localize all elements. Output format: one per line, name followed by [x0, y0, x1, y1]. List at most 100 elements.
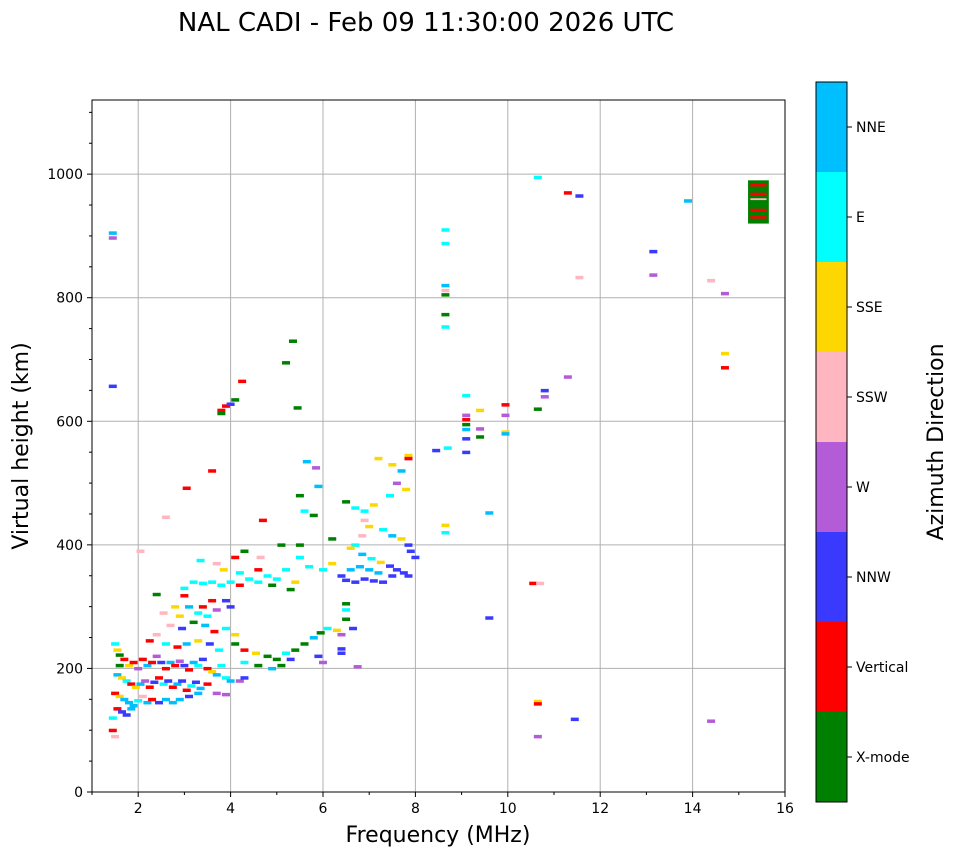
- echo-point: [649, 249, 658, 254]
- echo-point: [337, 574, 346, 578]
- echo-point: [441, 523, 450, 528]
- echo-point: [323, 626, 332, 631]
- echo-block: [750, 184, 767, 187]
- echo-point: [388, 534, 397, 538]
- echo-point: [122, 713, 131, 717]
- echo-point: [129, 660, 138, 665]
- echo-point: [529, 581, 538, 586]
- echo-point: [180, 663, 189, 668]
- echo-point: [346, 568, 355, 572]
- echo-point: [272, 657, 281, 662]
- x-tick-label: 10: [499, 801, 517, 817]
- echo-point: [115, 694, 124, 699]
- echo-point: [397, 469, 406, 473]
- echo-point: [575, 194, 584, 198]
- echo-point: [399, 571, 408, 575]
- echo-point: [240, 549, 249, 554]
- echo-point: [282, 361, 291, 365]
- echo-point: [175, 659, 184, 664]
- echo-point: [277, 663, 286, 668]
- echo-point: [108, 728, 117, 733]
- echo-point: [540, 395, 549, 399]
- echo-point: [369, 579, 378, 583]
- echo-point: [208, 580, 217, 584]
- echo-point: [240, 660, 249, 665]
- echo-point: [254, 580, 263, 584]
- echo-point: [720, 366, 729, 370]
- echo-point: [360, 509, 369, 513]
- echo-point: [563, 191, 572, 195]
- echo-point: [485, 616, 494, 620]
- echo-point: [256, 555, 265, 560]
- echo-point: [683, 199, 692, 203]
- colorbar-segment: [816, 262, 847, 352]
- echo-point: [268, 583, 277, 588]
- echo-point: [173, 645, 182, 649]
- echo-point: [108, 236, 117, 240]
- echo-point: [443, 446, 452, 450]
- echo-point: [108, 231, 117, 235]
- echo-point: [122, 679, 131, 683]
- echo-point: [295, 555, 304, 560]
- echo-point: [388, 574, 397, 578]
- echo-point: [113, 673, 122, 677]
- echo-point: [205, 642, 214, 646]
- echo-point: [221, 676, 230, 680]
- echo-point: [185, 694, 194, 699]
- echo-point: [238, 379, 247, 384]
- echo-point: [462, 427, 471, 432]
- echo-point: [217, 583, 226, 588]
- colorbar-label: NNE: [856, 120, 886, 136]
- echo-point: [115, 653, 124, 657]
- echo-point: [215, 648, 224, 652]
- colorbar-label: E: [856, 210, 865, 226]
- echo-point: [291, 580, 300, 584]
- colorbar-title: Azimuth Direction: [924, 343, 949, 540]
- echo-point: [159, 611, 168, 615]
- colorbar-segment: [816, 622, 847, 712]
- echo-point: [441, 283, 450, 288]
- echo-point: [175, 614, 184, 618]
- echo-point: [707, 719, 716, 723]
- echo-point: [337, 651, 346, 655]
- echo-point: [501, 403, 510, 407]
- echo-point: [131, 685, 140, 689]
- echo-point: [332, 628, 341, 633]
- echo-point: [198, 657, 207, 662]
- echo-point: [152, 654, 161, 659]
- echo-point: [441, 228, 450, 232]
- echo-point: [295, 543, 304, 547]
- echo-point: [328, 561, 337, 566]
- echo-point: [182, 486, 191, 491]
- echo-point: [164, 679, 173, 683]
- echo-point: [351, 543, 360, 547]
- echo-point: [226, 679, 235, 683]
- echo-point: [365, 524, 374, 529]
- echo-point: [113, 707, 122, 711]
- echo-point: [127, 682, 136, 686]
- echo-point: [127, 707, 136, 711]
- echo-point: [203, 614, 212, 618]
- echo-point: [319, 568, 327, 572]
- echo-point: [337, 632, 346, 637]
- echo-point: [342, 578, 351, 583]
- echo-point: [166, 623, 175, 628]
- echo-point: [120, 657, 129, 662]
- echo-point: [252, 651, 261, 655]
- x-tick-label: 14: [684, 801, 702, 817]
- colorbar-label: SSE: [856, 300, 883, 316]
- echo-point: [342, 602, 351, 606]
- echo-point: [286, 657, 295, 662]
- echo-point: [476, 408, 485, 413]
- echo-point: [141, 679, 150, 683]
- echo-point: [536, 581, 545, 586]
- echo-point: [152, 632, 161, 637]
- y-axis-title: Virtual height (km): [9, 342, 34, 549]
- echo-point: [337, 647, 346, 651]
- echo-point: [124, 700, 133, 705]
- y-tick-label: 800: [56, 291, 83, 307]
- echo-point: [108, 384, 117, 389]
- echo-point: [129, 704, 138, 708]
- echo-point: [404, 453, 413, 458]
- echo-point: [152, 592, 161, 597]
